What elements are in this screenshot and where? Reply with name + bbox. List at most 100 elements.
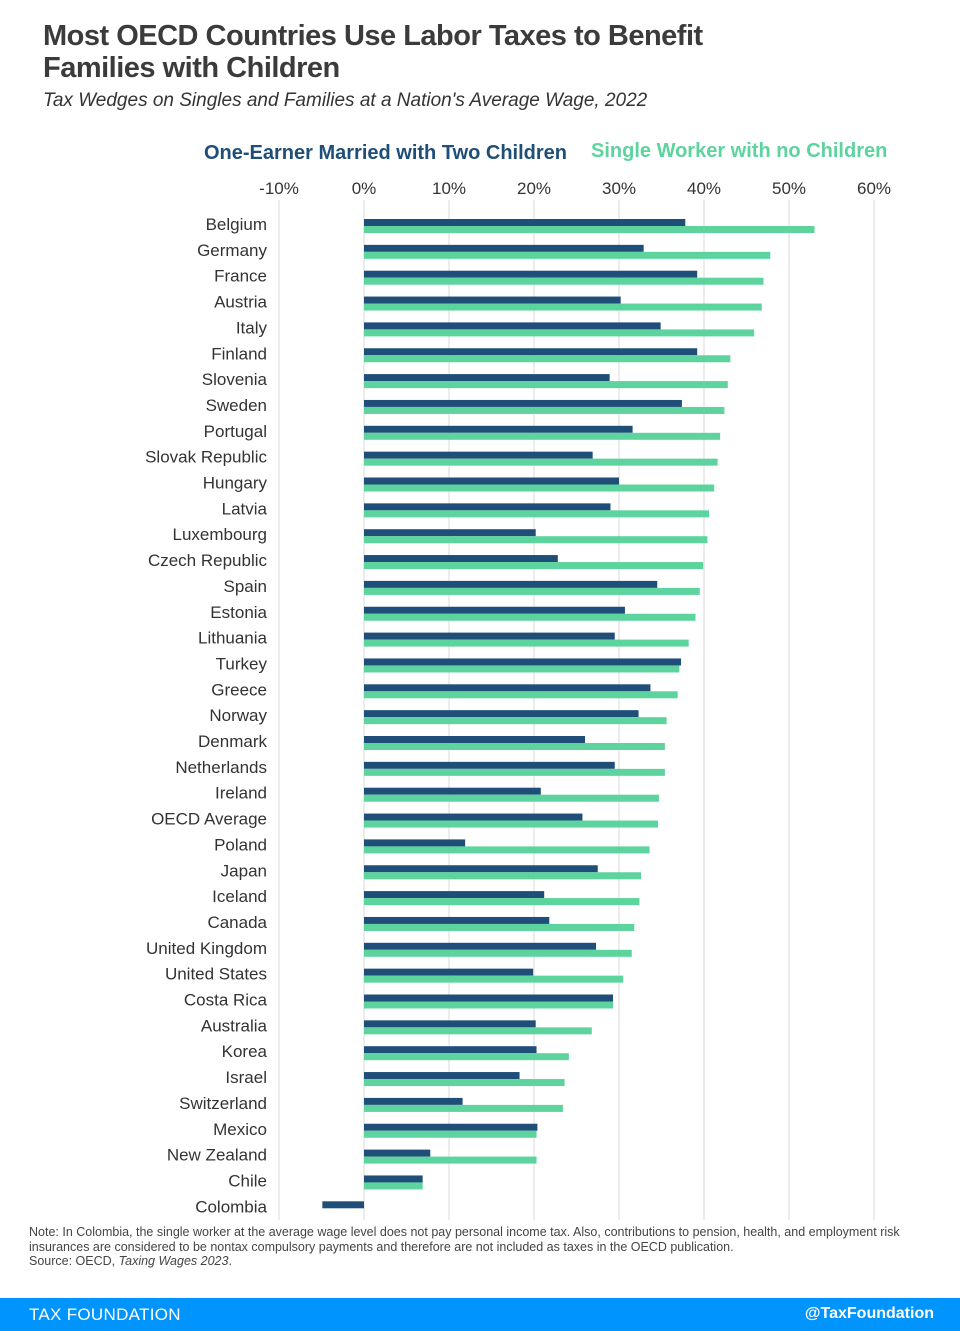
bar-single [364,1027,592,1035]
bar-married [364,270,698,278]
bar-single [364,1104,563,1112]
bar-single [364,303,762,311]
bar-single [364,587,700,595]
category-label: Slovak Republic [145,448,267,467]
category-label: Spain [224,577,267,596]
bar-single [364,717,667,725]
footer-bar: TAX FOUNDATION @TaxFoundation [0,1298,960,1331]
bar-married [364,529,536,537]
note-text: Note: In Colombia, the single worker at … [29,1225,900,1254]
bar-single [364,794,659,802]
bar-single [364,846,650,854]
category-label: OECD Average [151,810,267,829]
bar-married [364,1020,536,1028]
x-tick-label: -10% [259,179,299,198]
bar-married [364,839,466,847]
category-label: Norway [209,706,267,725]
category-label: France [214,267,267,286]
bar-single [364,665,680,673]
category-label: Colombia [195,1197,267,1216]
bar-single [364,613,696,621]
category-label: Italy [236,318,268,337]
source-prefix: Source: OECD, [29,1254,119,1268]
bar-married [364,710,639,718]
bar-single [364,949,632,957]
bar-single [364,562,704,570]
bar-single [364,226,815,233]
bar-married [364,1097,463,1105]
bar-married [364,736,585,743]
bar-married [364,451,593,459]
x-tick-label: 10% [432,179,466,198]
category-label: Portugal [204,422,267,441]
chart-subtitle: Tax Wedges on Singles and Families at a … [43,90,648,111]
bar-married [364,219,686,226]
legend-married: One-Earner Married with Two Children [204,142,568,164]
bar-married [364,425,633,433]
category-label: Costa Rica [184,991,268,1010]
category-label: Denmark [198,732,267,751]
category-label: Lithuania [198,629,268,648]
bar-married [364,968,534,976]
category-label: Czech Republic [148,551,268,570]
bar-single [364,1130,537,1138]
bar-married [364,1046,537,1054]
category-label: Australia [201,1016,268,1035]
footer-brand: TAX FOUNDATION [29,1305,181,1324]
bar-single [364,1156,537,1164]
bar-single [364,923,635,931]
bar-single [364,691,678,699]
category-label: Greece [211,680,267,699]
bar-married [364,244,644,252]
bar-single [364,820,659,828]
x-tick-label: 40% [687,179,721,198]
category-label: Poland [214,835,267,854]
bar-married [364,684,651,692]
bar-married [364,1123,538,1131]
category-label: Slovenia [202,370,268,389]
bar-single [364,406,725,414]
bar-married [364,555,558,563]
category-label: Estonia [210,603,267,622]
bar-single [364,536,708,544]
x-tick-label: 0% [352,179,377,198]
bar-married [364,942,597,950]
bar-married [364,1072,520,1080]
bar-chart: -10% 0% 10% 20% 30% 40% 50% 60% Belgium Germany Fr… [145,179,891,1220]
bar-married [364,503,611,511]
category-label: Germany [197,241,267,260]
category-label: New Zealand [167,1146,267,1165]
bar-single [364,1182,423,1190]
bar-married [364,322,661,330]
category-label: Canada [207,913,267,932]
bar-single [364,484,715,492]
bar-married [364,296,621,304]
x-tick-label: 30% [602,179,636,198]
bar-married [364,632,615,640]
bar-married [364,580,658,588]
x-tick-label: 50% [772,179,806,198]
bar-single [364,1053,569,1061]
category-label: Belgium [206,215,267,234]
bar-single [364,458,718,466]
bar-married [364,916,550,924]
category-label: Sweden [206,396,267,415]
bar-married [364,477,619,485]
bar-single [364,743,665,750]
category-label: Mexico [213,1120,267,1139]
bar-single [364,510,710,518]
category-label: Austria [214,293,267,312]
category-label: Netherlands [175,758,267,777]
bar-single [364,381,728,389]
bar-married [364,658,682,666]
bar-married [364,374,610,382]
x-tick-label: 60% [857,179,891,198]
bar-single [364,432,721,440]
source-suffix: . [228,1254,232,1268]
bar-married [364,891,545,899]
bar-married [322,1201,364,1209]
bar-married [364,865,598,873]
source-line: Source: OECD, Taxing Wages 2023. [29,1254,939,1269]
bar-married [364,761,615,769]
category-label: Korea [222,1042,268,1061]
